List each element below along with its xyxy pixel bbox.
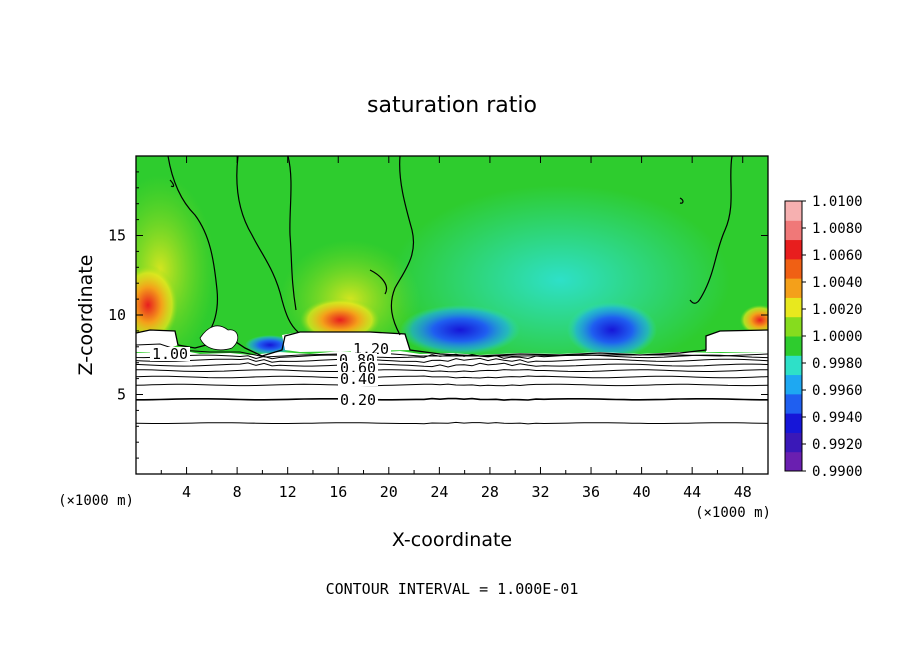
contour-line <box>236 156 299 333</box>
field-hot-left <box>136 265 178 345</box>
colorbar-label: 0.9900 <box>812 464 863 480</box>
contour-line <box>136 353 768 360</box>
contour-label: 0.40 <box>340 370 376 388</box>
y-axis: 5 10 15 <box>108 171 768 459</box>
contour-line <box>136 375 768 379</box>
field-hot-right <box>740 305 768 335</box>
chart-title: saturation ratio <box>367 93 537 118</box>
colorbar-swatch <box>785 220 802 241</box>
colorbar-label: 0.9980 <box>812 356 863 372</box>
colorbar-label: 0.9920 <box>812 437 863 453</box>
colorbar-label: 1.0080 <box>812 221 863 237</box>
contour-line <box>136 397 768 401</box>
contour-line <box>169 179 175 188</box>
y-tick-label: 10 <box>108 306 126 324</box>
field-hot-center <box>300 298 380 342</box>
contour-labels: 1.201.00 0.800.600.400.20 <box>150 340 391 409</box>
colorbar-label: 0.9940 <box>812 410 863 426</box>
x-tick-label: 36 <box>582 483 600 501</box>
contour-1-00-lines <box>167 156 733 337</box>
contour-horizontal-lines <box>136 353 768 425</box>
y-unit-label: (×1000 m) <box>58 493 134 509</box>
x-unit-label: (×1000 m) <box>695 505 771 521</box>
contour-label-bg <box>351 342 391 356</box>
contour-line <box>136 362 768 368</box>
y-tick-label: 5 <box>117 386 126 404</box>
contour-label: 0.20 <box>340 391 376 409</box>
x-tick-label: 4 <box>182 483 191 501</box>
x-tick-label: 12 <box>279 483 297 501</box>
colorbar-swatch <box>785 336 802 356</box>
x-axis-title: X-coordinate <box>392 529 512 551</box>
x-tick-label: 40 <box>633 483 651 501</box>
colorbar-label: 1.0060 <box>812 248 863 264</box>
x-tick-label: 24 <box>430 483 448 501</box>
colorbar-swatch <box>785 201 802 221</box>
saturated-bump <box>706 330 768 352</box>
x-tick-label: 48 <box>734 483 752 501</box>
saturated-lobe <box>199 325 239 351</box>
y-tick-label: 15 <box>108 227 126 245</box>
saturated-region <box>136 351 768 474</box>
field-cold-blob <box>400 305 520 355</box>
colorbar-swatch <box>785 393 802 414</box>
contour-line <box>136 421 768 425</box>
contour-line <box>390 156 415 336</box>
contour-line <box>136 383 768 387</box>
contour-line <box>136 369 768 373</box>
contour-label: 1.00 <box>152 345 188 363</box>
x-tick-label: 8 <box>233 483 242 501</box>
colorbar-swatch <box>785 432 802 453</box>
contour-label-bg <box>338 372 378 386</box>
contour-line <box>167 156 219 337</box>
contour-saturation-edge <box>136 329 768 357</box>
contour-line <box>369 269 388 295</box>
colorbar-label: 1.0000 <box>812 329 863 345</box>
colorbar-label: 1.0040 <box>812 275 863 291</box>
contour-line <box>136 357 768 363</box>
y-axis-title: Z-coordinate <box>75 255 97 376</box>
x-tick-label: 32 <box>531 483 549 501</box>
x-tick-label: 16 <box>329 483 347 501</box>
plot-area <box>136 156 768 474</box>
x-tick-label: 28 <box>481 483 499 501</box>
contour-label-bg <box>338 361 378 375</box>
colorbar-label: 1.0020 <box>812 302 863 318</box>
colorbar-swatch <box>785 355 802 376</box>
colorbar: 1.0100 1.0080 1.0060 1.0040 1.0020 1.0000 0.99… <box>784 194 863 480</box>
contour-line <box>287 156 297 311</box>
colorbar-swatch <box>785 258 802 279</box>
colorbar-swatch <box>785 278 802 298</box>
x-tick-label: 44 <box>683 483 701 501</box>
field-cold-blob <box>567 302 657 358</box>
colorbar-swatch <box>785 297 802 318</box>
colorbar-label: 1.0100 <box>812 194 863 210</box>
colorbar-swatch <box>785 239 802 260</box>
colorbar-swatch <box>785 374 802 395</box>
contour-interval-footer: CONTOUR INTERVAL = 1.000E-01 <box>326 580 579 598</box>
contour-line <box>689 156 733 304</box>
contour-line <box>679 197 684 204</box>
x-axis: 4 8 12 16 20 24 28 32 36 40 44 48 <box>160 156 752 501</box>
colorbar-label: 0.9960 <box>812 383 863 399</box>
colorbar-swatch <box>785 451 802 472</box>
x-tick-label: 20 <box>380 483 398 501</box>
colorbar-swatch <box>785 316 802 337</box>
colorbar-swatch <box>785 413 802 433</box>
contour-label-bg <box>338 393 378 407</box>
contour-label-bg <box>150 347 190 361</box>
